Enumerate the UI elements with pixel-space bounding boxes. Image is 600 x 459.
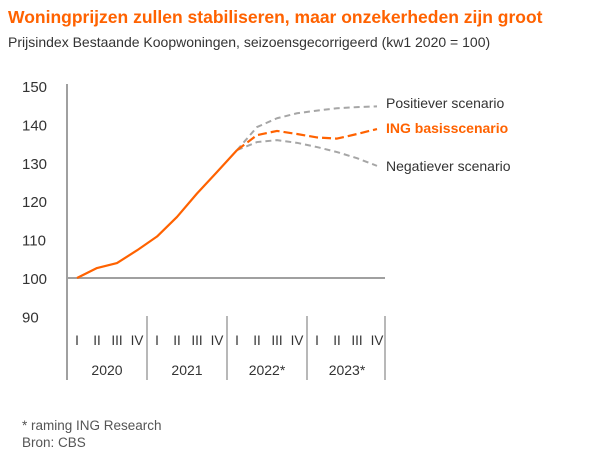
x-year-label: 2020	[91, 362, 122, 378]
series-line-negatiever-scenario	[236, 139, 378, 167]
x-quarter-label: II	[253, 333, 261, 348]
chart-title: Woningprijzen zullen stabiliseren, maar …	[8, 7, 543, 27]
x-quarter-label: II	[93, 333, 101, 348]
series-line-positiever-scenario	[236, 105, 378, 151]
x-quarter-label: III	[351, 333, 362, 348]
y-tick-label: 140	[22, 117, 47, 134]
x-quarter-label: III	[111, 333, 122, 348]
x-quarter-label: IV	[131, 333, 144, 348]
x-year-label: 2023*	[329, 362, 366, 378]
y-tick-label: 90	[22, 309, 39, 326]
y-tick-label: 150	[22, 79, 47, 96]
y-tick-label: 100	[22, 271, 47, 288]
series-label: ING basisscenario	[386, 120, 508, 136]
footnote-source: Bron: CBS	[22, 435, 86, 450]
y-tick-label: 120	[22, 194, 47, 211]
series-line-actual	[76, 149, 238, 279]
x-quarter-label: IV	[211, 333, 224, 348]
x-quarter-label: II	[173, 333, 181, 348]
x-quarter-label: II	[333, 333, 341, 348]
x-quarter-label: I	[75, 333, 79, 348]
x-quarter-label: IV	[291, 333, 304, 348]
series-line-ing-basisscenario	[236, 127, 378, 152]
x-quarter-label: III	[271, 333, 282, 348]
chart-subtitle: Prijsindex Bestaande Koopwoningen, seizo…	[8, 34, 491, 50]
x-quarter-label: I	[155, 333, 159, 348]
series-label: Negatiever scenario	[386, 158, 511, 174]
x-quarter-label: I	[315, 333, 319, 348]
series-label: Positiever scenario	[386, 95, 504, 111]
x-quarter-label: III	[191, 333, 202, 348]
x-quarter-label: IV	[371, 333, 384, 348]
footnote-forecast: * raming ING Research	[22, 418, 162, 433]
y-tick-label: 130	[22, 156, 47, 173]
x-year-label: 2021	[171, 362, 202, 378]
y-tick-label: 110	[22, 233, 46, 250]
x-quarter-label: I	[235, 333, 239, 348]
x-year-label: 2022*	[249, 362, 286, 378]
